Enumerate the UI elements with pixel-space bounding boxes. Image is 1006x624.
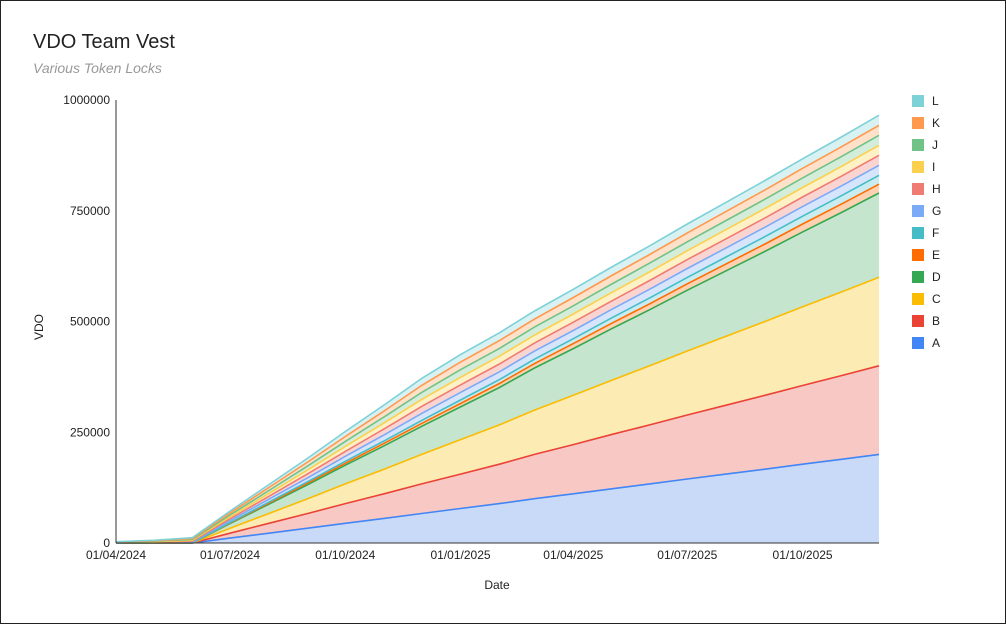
x-tick-label: 01/04/2025 [543,548,603,562]
x-tick-label: 01/10/2024 [315,548,375,562]
x-tick-label: 01/07/2025 [657,548,717,562]
legend-label-F: F [932,226,939,240]
legend-label-J: J [932,138,938,152]
series-line-L [115,114,880,543]
legend-label-C: C [932,292,941,306]
y-tick-label: 0 [103,536,110,550]
legend-swatch-H [912,183,924,195]
x-tick-label: 01/10/2025 [773,548,833,562]
area-B [116,365,879,543]
legend-label-B: B [932,314,940,328]
legend-label-I: I [932,160,935,174]
legend-swatch-B [912,315,924,327]
legend-swatch-J [912,139,924,151]
legend-label-H: H [932,182,941,196]
x-tick-labels: 01/04/2024 01/07/2024 01/10/2024 01/01/2025… [86,548,833,562]
legend-swatch-E [912,249,924,261]
legend-swatch-G [912,205,924,217]
chart-subtitle: Various Token Locks [33,60,162,76]
x-tick-label: 01/07/2024 [200,548,260,562]
y-tick-label: 1000000 [63,93,110,107]
legend-swatch-A [912,337,924,349]
y-tick-label: 500000 [70,315,110,329]
chart-title: VDO Team Vest [33,31,175,53]
legend-swatch-I [912,161,924,173]
series-line-J [115,134,880,543]
area-layers [116,115,879,544]
series-line-F [116,174,880,544]
area-A [116,454,879,543]
y-axis-label: VDO [32,314,46,340]
legend-swatch-C [912,293,924,305]
legend-swatch-K [912,117,924,129]
series-line-G [115,164,880,544]
y-tick-labels: 0 250000 500000 750000 1000000 [63,93,110,550]
legend-label-A: A [932,336,940,350]
axes [115,100,879,544]
y-tick-label: 250000 [70,425,110,439]
legend-label-K: K [932,116,940,130]
legend-swatch-D [912,271,924,283]
series-line-I [115,144,880,544]
series-line-H [115,154,880,544]
x-tick-label: 01/01/2025 [431,548,491,562]
series-line-A [116,453,880,544]
legend-swatch-L [912,95,924,107]
series-line-C [116,276,880,544]
legend-label-G: G [932,204,941,218]
series-line-B [116,365,880,544]
legend-swatch-F [912,227,924,239]
y-tick-label: 750000 [70,204,110,218]
series-lines [115,114,880,544]
legend-label-L: L [932,94,939,108]
series-line-K [115,124,880,543]
x-tick-label: 01/04/2024 [86,548,146,562]
legend-label-E: E [932,248,940,262]
x-axis-label: Date [484,578,510,592]
legend-label-D: D [932,270,941,284]
